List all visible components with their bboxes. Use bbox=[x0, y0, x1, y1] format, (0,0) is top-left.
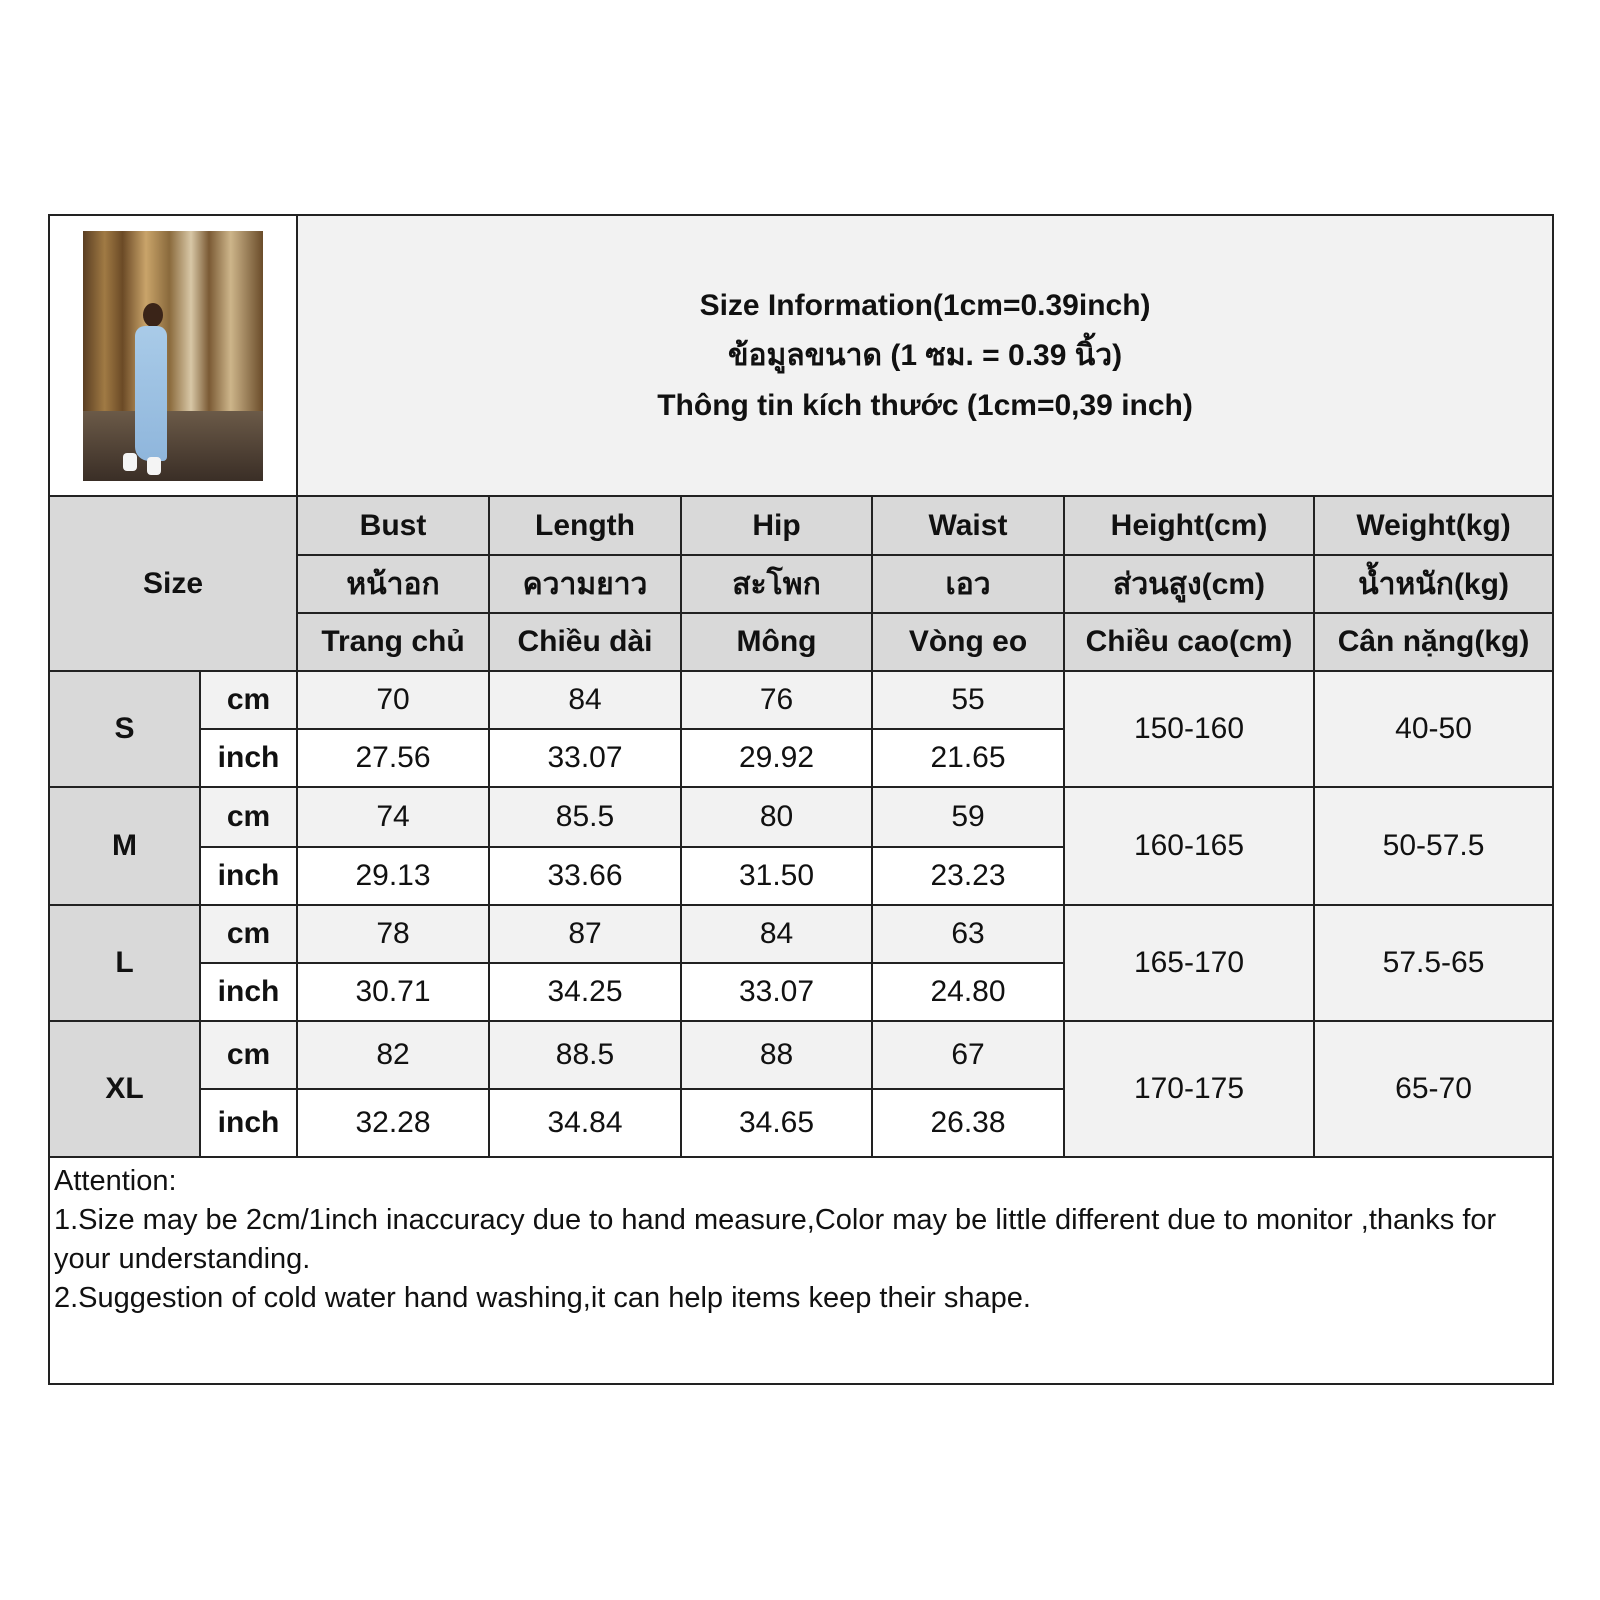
unit-label-inch: inch bbox=[199, 728, 298, 788]
weight-range: 50-57.5 bbox=[1312, 786, 1555, 906]
value-inch: 31.50 bbox=[680, 846, 873, 906]
value-cm: 55 bbox=[871, 670, 1065, 730]
size-name: XL bbox=[48, 1020, 201, 1158]
col-header-th: ส่วนสูง(cm) bbox=[1063, 554, 1315, 614]
value-inch: 23.23 bbox=[871, 846, 1065, 906]
col-header-th: หน้าอก bbox=[296, 554, 490, 614]
value-inch: 33.07 bbox=[488, 728, 682, 788]
value-cm: 85.5 bbox=[488, 786, 682, 848]
col-header-en: Height(cm) bbox=[1063, 495, 1315, 556]
value-cm: 63 bbox=[871, 904, 1065, 964]
col-header-vi: Chiều cao(cm) bbox=[1063, 612, 1315, 672]
unit-label-inch: inch bbox=[199, 962, 298, 1022]
col-header-th: เอว bbox=[871, 554, 1065, 614]
size-header: Size bbox=[48, 495, 298, 672]
col-header-th: สะโพก bbox=[680, 554, 873, 614]
col-header-en: Weight(kg) bbox=[1312, 495, 1555, 556]
col-header-th: ความยาว bbox=[488, 554, 682, 614]
title-vietnamese: Thông tin kích thước (1cm=0,39 inch) bbox=[657, 388, 1193, 422]
product-photo bbox=[83, 230, 263, 481]
value-inch: 29.92 bbox=[680, 728, 873, 788]
title-english: Size Information(1cm=0.39inch) bbox=[699, 288, 1151, 322]
value-cm: 88 bbox=[680, 1020, 873, 1090]
value-inch: 34.65 bbox=[680, 1088, 873, 1158]
table-row: inch 27.56 33.07 29.92 21.65 bbox=[49, 728, 1553, 788]
attention-notes: Attention: 1.Size may be 2cm/1inch inacc… bbox=[47, 1156, 1555, 1385]
value-cm: 87 bbox=[488, 904, 682, 964]
size-chart-table: Size Information(1cm=0.39inch) ข้อมูลขนา… bbox=[47, 214, 1555, 1385]
value-inch: 24.80 bbox=[871, 962, 1065, 1022]
value-cm: 78 bbox=[296, 904, 490, 964]
col-header-vi: Vòng eo bbox=[871, 612, 1065, 672]
unit-label-cm: cm bbox=[199, 1020, 298, 1090]
unit-label-cm: cm bbox=[199, 786, 298, 848]
height-range: 160-165 bbox=[1063, 786, 1315, 906]
col-header-th: น้ำหนัก(kg) bbox=[1312, 554, 1555, 614]
size-info-title: Size Information(1cm=0.39inch) ข้อมูลขนา… bbox=[295, 214, 1555, 497]
value-cm: 80 bbox=[680, 786, 873, 848]
col-header-vi: Trang chủ bbox=[296, 612, 490, 672]
attention-heading: Attention: bbox=[54, 1165, 177, 1197]
value-inch: 21.65 bbox=[871, 728, 1065, 788]
table-row: XL cm 82 88.5 88 67 170-175 65-70 bbox=[48, 1020, 1555, 1158]
value-cm: 82 bbox=[296, 1020, 490, 1090]
height-range: 165-170 bbox=[1063, 904, 1315, 1022]
value-cm: 88.5 bbox=[488, 1020, 682, 1090]
value-inch: 26.38 bbox=[871, 1088, 1065, 1158]
value-cm: 84 bbox=[680, 904, 873, 964]
col-header-en: Hip bbox=[680, 495, 873, 556]
table-row: inch 32.28 34.84 34.65 26.38 bbox=[49, 1088, 1553, 1158]
unit-label-inch: inch bbox=[199, 846, 298, 906]
size-name: M bbox=[48, 786, 201, 906]
size-name: L bbox=[48, 904, 201, 1022]
col-header-vi: Mông bbox=[680, 612, 873, 672]
height-range: 150-160 bbox=[1063, 670, 1315, 788]
value-inch: 33.07 bbox=[680, 962, 873, 1022]
value-cm: 74 bbox=[296, 786, 490, 848]
unit-label-cm: cm bbox=[199, 670, 298, 730]
attention-note-1: 1.Size may be 2cm/1inch inaccuracy due t… bbox=[54, 1204, 1497, 1275]
value-cm: 76 bbox=[680, 670, 873, 730]
height-range: 170-175 bbox=[1063, 1020, 1315, 1158]
weight-range: 57.5-65 bbox=[1312, 904, 1555, 1022]
value-cm: 67 bbox=[871, 1020, 1065, 1090]
value-cm: 84 bbox=[488, 670, 682, 730]
value-inch: 29.13 bbox=[296, 846, 490, 906]
product-photo-cell bbox=[48, 214, 298, 497]
unit-label-inch: inch bbox=[199, 1088, 298, 1158]
attention-note-2: 2.Suggestion of cold water hand washing,… bbox=[54, 1282, 1031, 1314]
title-thai: ข้อมูลขนาด (1 ซม. = 0.39 นิ้ว) bbox=[727, 338, 1123, 372]
col-header-vi: Chiều dài bbox=[488, 612, 682, 672]
unit-label-cm: cm bbox=[199, 904, 298, 964]
col-header-en: Waist bbox=[871, 495, 1065, 556]
value-inch: 34.25 bbox=[488, 962, 682, 1022]
col-header-en: Length bbox=[488, 495, 682, 556]
value-inch: 33.66 bbox=[488, 846, 682, 906]
value-inch: 32.28 bbox=[296, 1088, 490, 1158]
value-inch: 34.84 bbox=[488, 1088, 682, 1158]
value-inch: 27.56 bbox=[296, 728, 490, 788]
size-name: S bbox=[48, 670, 201, 788]
table-row: inch 30.71 34.25 33.07 24.80 bbox=[49, 962, 1553, 1022]
table-row: inch 29.13 33.66 31.50 23.23 bbox=[49, 846, 1553, 906]
value-cm: 59 bbox=[871, 786, 1065, 848]
col-header-en: Bust bbox=[296, 495, 490, 556]
weight-range: 40-50 bbox=[1312, 670, 1555, 788]
col-header-vi: Cân nặng(kg) bbox=[1312, 612, 1555, 672]
value-inch: 30.71 bbox=[296, 962, 490, 1022]
weight-range: 65-70 bbox=[1312, 1020, 1555, 1158]
value-cm: 70 bbox=[296, 670, 490, 730]
